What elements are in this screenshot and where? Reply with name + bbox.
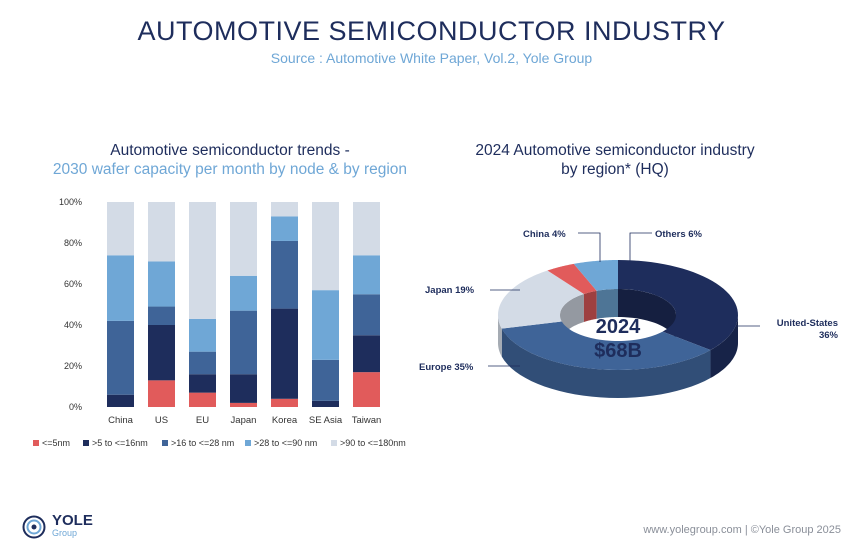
donut-slice — [618, 260, 738, 351]
donut-slice — [547, 263, 597, 294]
bar-segment — [353, 335, 380, 373]
bar-chart-title-line2: 2030 wafer capacity per month by node & … — [52, 161, 408, 178]
bar-segment — [271, 398, 298, 407]
bar-segment — [230, 310, 257, 375]
bar-segment — [230, 402, 257, 407]
donut-slice-label: China 4% — [523, 229, 566, 240]
bar-segment — [271, 240, 298, 309]
bar-chart-title: Automotive semiconductor trends - 2030 w… — [20, 141, 440, 179]
donut-slice — [501, 321, 711, 370]
bar-segment — [312, 359, 339, 401]
bar-segment — [230, 275, 257, 311]
legend-swatch — [245, 440, 251, 446]
bar-segment — [353, 202, 380, 256]
donut-slice — [573, 260, 618, 291]
donut-slice-label: Europe 35% — [419, 362, 474, 373]
donut-leader-line — [629, 232, 652, 262]
bar-segment — [230, 374, 257, 403]
bar-segment — [189, 202, 216, 319]
bar-segment — [189, 374, 216, 393]
bar-segment — [271, 202, 298, 217]
page-title: AUTOMOTIVE SEMICONDUCTOR INDUSTRY — [137, 16, 726, 46]
legend-label: >16 to <=28 nm — [171, 438, 234, 448]
donut-chart-title-line2: by region* (HQ) — [561, 161, 669, 178]
donut-outer-wall — [501, 328, 711, 398]
legend-swatch — [33, 440, 39, 446]
donut-outer-wall — [710, 315, 738, 379]
bar-segment — [148, 325, 175, 381]
legend-swatch — [83, 440, 89, 446]
bar-segment — [107, 394, 134, 407]
donut-slice-label: Japan 19% — [425, 285, 475, 296]
bar-segment — [189, 318, 216, 352]
legend-label: >28 to <=90 nm — [254, 438, 317, 448]
donut-chart-title-line1: 2024 Automotive semiconductor industry — [475, 142, 755, 159]
bar-segment — [353, 372, 380, 407]
bar-segment — [148, 261, 175, 307]
legend-label: >90 to <=180nm — [340, 438, 406, 448]
bar-chart-title-line1: Automotive semiconductor trends - — [110, 142, 350, 159]
bar-segment — [271, 216, 298, 241]
donut-inner-wall — [596, 289, 618, 319]
bar-segment — [107, 255, 134, 321]
page-subtitle: Source : Automotive White Paper, Vol.2, … — [270, 50, 593, 66]
x-tick-label: US — [155, 415, 168, 426]
x-tick-label: Japan — [231, 415, 257, 426]
y-tick-label: 20% — [64, 361, 82, 371]
logo-sub: Group — [52, 528, 78, 538]
bar-segment — [230, 202, 257, 276]
yole-logo-icon — [22, 515, 46, 539]
x-tick-label: EU — [196, 415, 209, 426]
x-tick-label: Korea — [272, 415, 298, 426]
legend-label: >5 to <=16nm — [92, 438, 148, 448]
donut-leader-line — [578, 232, 601, 262]
x-tick-label: Taiwan — [352, 415, 382, 426]
legend-label: <=5nm — [42, 438, 70, 448]
y-tick-label: 0% — [69, 402, 82, 412]
y-tick-label: 100% — [59, 197, 82, 207]
bar-segment — [107, 202, 134, 256]
donut-slice — [498, 270, 584, 329]
bar-segment — [148, 380, 175, 407]
donut-chart-title: 2024 Automotive semiconductor industry b… — [440, 141, 790, 179]
y-tick-label: 80% — [64, 238, 82, 248]
bar-segment — [148, 306, 175, 325]
logo-name: YOLE — [52, 512, 93, 529]
bar-segment — [312, 400, 339, 407]
legend-swatch — [162, 440, 168, 446]
donut-slice-label: Others 6% — [655, 229, 703, 240]
y-tick-label: 60% — [64, 279, 82, 289]
donut-center-value: $68B — [594, 340, 642, 362]
bar-segment — [312, 202, 339, 291]
donut-inner-wall — [583, 290, 597, 322]
donut-outer-wall — [498, 315, 502, 357]
footer-copyright: www.yolegroup.com | ©Yole Group 2025 — [643, 524, 841, 536]
donut-slice-label: 36% — [819, 330, 839, 341]
bar-segment — [107, 320, 134, 395]
bar-segment — [189, 351, 216, 375]
yole-logo: YOLE Group — [22, 512, 93, 540]
bar-segment — [148, 202, 175, 262]
x-tick-label: SE Asia — [309, 415, 343, 426]
bar-segment — [312, 290, 339, 360]
bar-segment — [271, 308, 298, 399]
donut-inner-wall — [618, 289, 676, 343]
donut-center-year: 2024 — [596, 316, 641, 338]
bar-segment — [189, 392, 216, 407]
bar-segment — [353, 255, 380, 295]
bar-segment — [353, 294, 380, 336]
legend-swatch — [331, 440, 337, 446]
y-tick-label: 40% — [64, 320, 82, 330]
donut-slice-label: United-States — [777, 318, 838, 329]
x-tick-label: China — [108, 415, 134, 426]
